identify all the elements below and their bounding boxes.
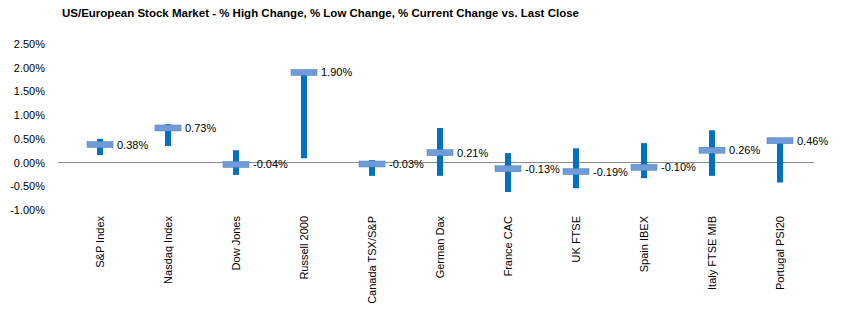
y-tick-label: 2.50% (14, 38, 45, 50)
current-marker (767, 138, 793, 144)
x-tick-label: Italy FTSE MIB (706, 216, 718, 290)
data-label: 0.46% (797, 135, 828, 147)
current-marker (563, 169, 589, 175)
data-label: -0.19% (593, 166, 628, 178)
y-tick-label: 1.00% (14, 109, 45, 121)
current-marker (699, 147, 725, 153)
title: US/European Stock Market - % High Change… (62, 7, 579, 19)
current-marker (495, 166, 521, 172)
data-label: 0.38% (117, 139, 148, 151)
current-marker (427, 150, 453, 156)
zero-line (58, 162, 814, 163)
x-tick-label: Canada TSX/S&P (366, 216, 378, 304)
tick-mark (62, 44, 66, 45)
data-label: 0.26% (729, 144, 760, 156)
y-tick-label: 1.50% (14, 85, 45, 97)
y-tick-label: -0.50% (10, 180, 45, 192)
current-marker (87, 142, 113, 148)
tick-mark (62, 91, 66, 92)
tick-mark (62, 186, 66, 187)
tick-mark (62, 115, 66, 116)
current-marker (359, 161, 385, 167)
data-label: -0.03% (389, 158, 424, 170)
y-tick-label: 2.00% (14, 62, 45, 74)
x-tick-label: German Dax (434, 216, 446, 279)
data-label: 1.90% (321, 66, 352, 78)
x-tick-label: France CAC (502, 216, 514, 277)
data-label: -0.13% (525, 163, 560, 175)
tick-mark (62, 210, 66, 211)
range-bar (505, 153, 511, 192)
tick-mark (62, 138, 66, 139)
y-tick-label: 0.50% (14, 133, 45, 145)
current-marker (291, 69, 317, 75)
range-bar (301, 72, 307, 158)
tick-mark (62, 67, 66, 68)
x-tick-label: Dow Jones (230, 216, 242, 271)
data-label: 0.21% (457, 147, 488, 159)
x-tick-label: Spain IBEX (638, 215, 650, 272)
data-label: -0.10% (661, 161, 696, 173)
x-tick-label: UK FTSE (570, 216, 582, 262)
x-tick-label: Nasdaq Index (162, 216, 174, 284)
range-bar (573, 148, 579, 188)
range-bar (777, 140, 783, 183)
range-bar (641, 143, 647, 178)
x-tick-label: Portugal PSI20 (774, 216, 786, 290)
y-tick-label: 0.00% (14, 157, 45, 169)
current-marker (223, 161, 249, 167)
chart: US/European Stock Market - % High Change… (0, 0, 842, 331)
marks (87, 69, 793, 192)
current-marker (155, 125, 181, 131)
x-tick-label: S&P Index (94, 216, 106, 268)
current-marker (631, 164, 657, 170)
x-tick-label: Russell 2000 (298, 216, 310, 280)
data-label: 0.73% (185, 122, 216, 134)
data-label: -0.04% (253, 158, 288, 170)
y-tick-label: -1.00% (10, 204, 45, 216)
